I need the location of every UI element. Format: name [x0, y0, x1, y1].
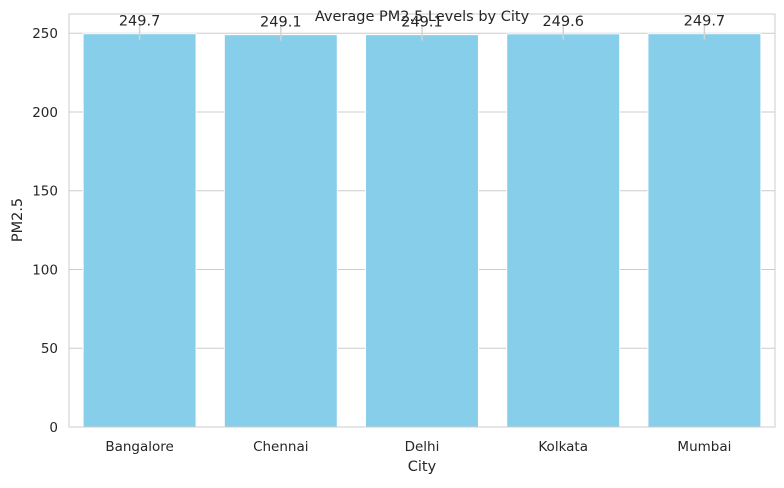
bar-value-label: 249.1	[401, 15, 443, 31]
y-tick-label: 150	[32, 184, 58, 200]
bar-kolkata	[506, 33, 621, 428]
bar-value-label: 249.6	[542, 14, 584, 30]
y-tick-label: 0	[49, 420, 58, 436]
bar-value-label: 249.1	[260, 15, 302, 31]
bars	[82, 33, 762, 428]
bar-value-label: 249.7	[684, 14, 726, 30]
error-bars	[138, 23, 706, 41]
bar-mumbai	[647, 33, 762, 428]
bar-delhi	[365, 34, 479, 428]
bar-value-label: 249.7	[119, 14, 161, 30]
bar-chennai	[223, 34, 338, 428]
x-axis-title: City	[408, 459, 437, 475]
x-tick-label: Delhi	[405, 439, 440, 455]
x-tick-labels: Bangalore Chennai Delhi Kolkata Mumbai	[105, 439, 731, 455]
bar-value-labels: 249.7 249.1 249.1 249.6 249.7	[119, 14, 725, 31]
bar-bangalore	[82, 33, 197, 428]
y-axis-title: PM2.5	[10, 198, 26, 242]
chart-title: Average PM2.5 Levels by City	[315, 9, 530, 25]
y-tick-label: 200	[32, 105, 58, 121]
x-tick-label: Bangalore	[105, 439, 174, 455]
y-tick-labels: 0 50 100 150 200 250	[32, 26, 58, 436]
x-tick-label: Chennai	[253, 439, 308, 455]
plot-frame	[68, 13, 776, 428]
x-tick-label: Kolkata	[538, 439, 588, 455]
y-tick-label: 250	[32, 26, 58, 42]
y-tick-label: 50	[41, 341, 58, 357]
y-tick-label: 100	[32, 262, 58, 278]
x-tick-label: Mumbai	[677, 439, 731, 455]
